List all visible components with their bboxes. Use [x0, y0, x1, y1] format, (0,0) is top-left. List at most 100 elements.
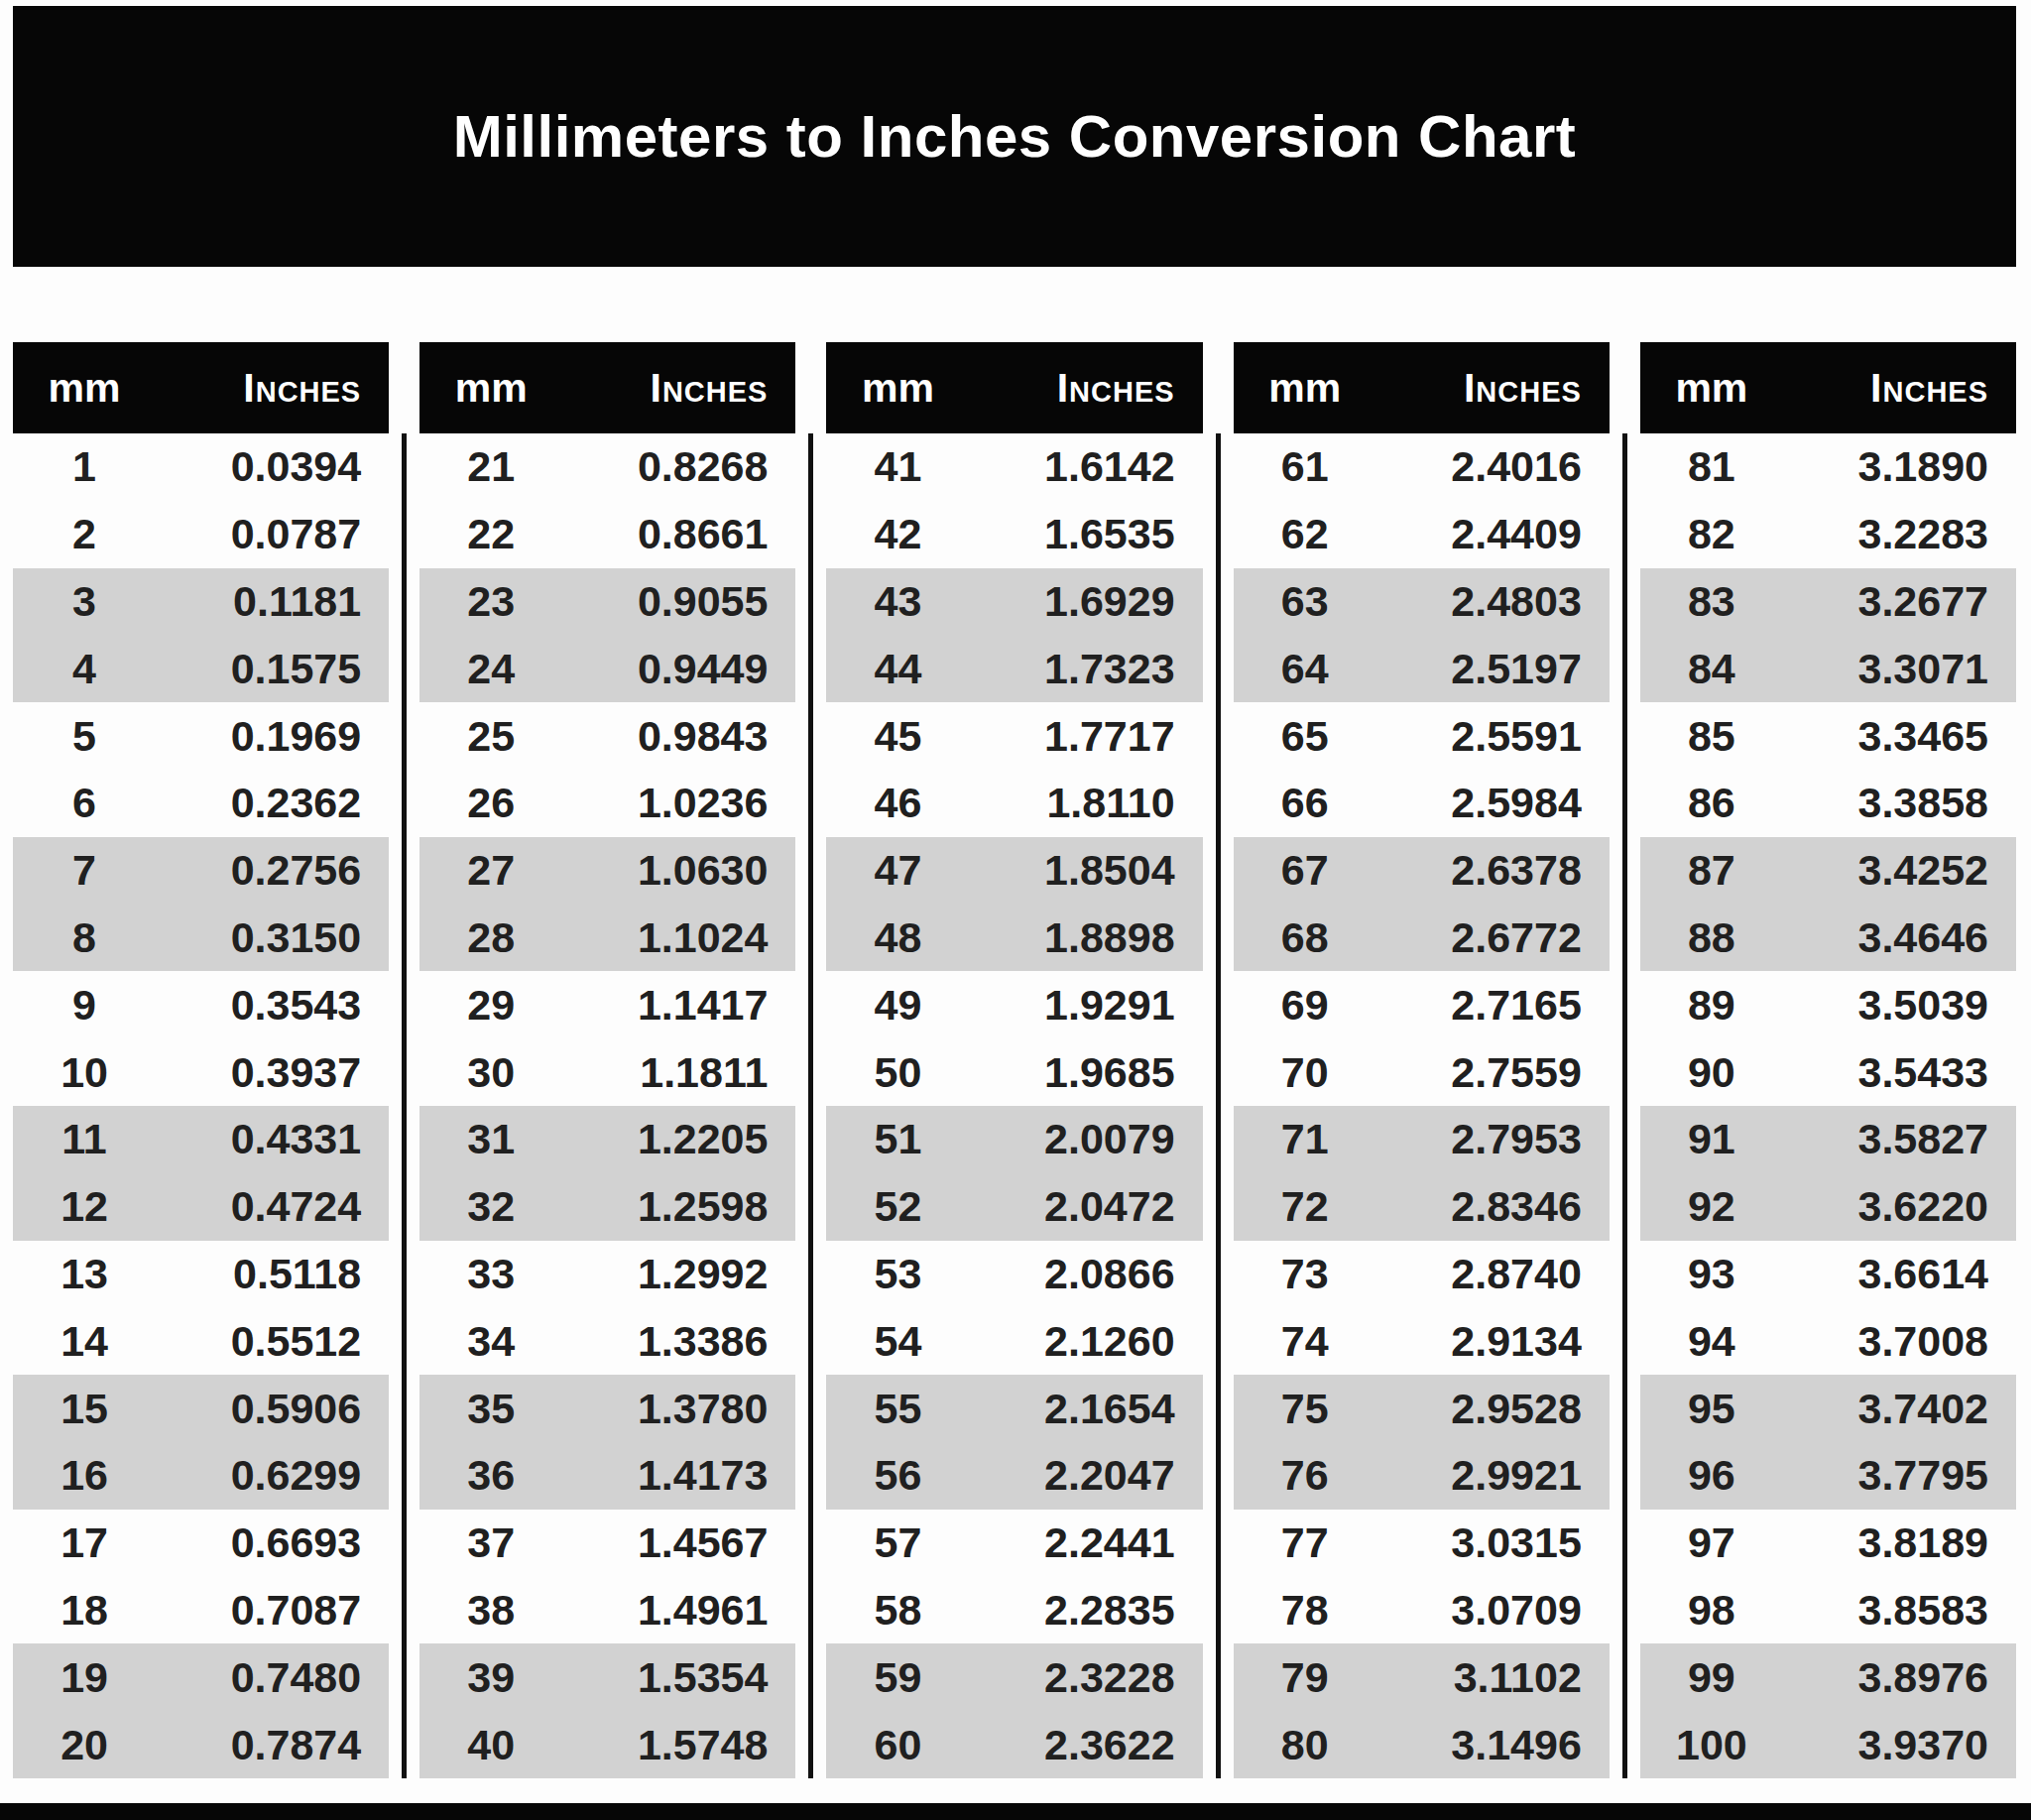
inches-cell: 2.5197 [1376, 645, 1610, 693]
table-row: 250.9843 [419, 702, 795, 770]
inches-cell: 0.3937 [156, 1048, 389, 1097]
table-row: 220.8661 [419, 501, 795, 568]
mm-cell: 32 [419, 1182, 562, 1231]
table-body: 612.4016622.4409632.4803642.5197652.5591… [1234, 433, 1610, 1778]
inches-cell: 2.6772 [1376, 913, 1610, 962]
mm-cell: 60 [826, 1721, 969, 1769]
table-row: 973.8189 [1640, 1510, 2016, 1577]
inches-cell: 1.4961 [562, 1586, 795, 1635]
mm-cell: 81 [1640, 442, 1783, 491]
mm-cell: 3 [13, 577, 156, 626]
mm-cell: 63 [1234, 577, 1376, 626]
mm-cell: 58 [826, 1586, 969, 1635]
table-row: 542.1260 [826, 1307, 1202, 1375]
table-row: 803.1496 [1234, 1711, 1610, 1778]
inches-cell: 0.9843 [562, 712, 795, 761]
mm-cell: 15 [13, 1385, 156, 1433]
mm-column-header: mm [826, 365, 969, 412]
table-row: 20.0787 [13, 501, 389, 568]
inches-cell: 0.4724 [156, 1182, 389, 1231]
mm-cell: 48 [826, 913, 969, 962]
mm-cell: 83 [1640, 577, 1783, 626]
mm-cell: 90 [1640, 1048, 1783, 1097]
mm-cell: 33 [419, 1250, 562, 1298]
table-header: mmInches [13, 342, 389, 433]
table-divider [1622, 433, 1627, 1778]
table-row: 853.3465 [1640, 702, 2016, 770]
mm-cell: 1 [13, 442, 156, 491]
mm-cell: 28 [419, 913, 562, 962]
inches-cell: 1.2598 [562, 1182, 795, 1231]
table-row: 512.0079 [826, 1106, 1202, 1173]
table-row: 783.0709 [1234, 1577, 1610, 1644]
table-row: 903.5433 [1640, 1038, 2016, 1106]
table-row: 522.0472 [826, 1173, 1202, 1241]
mm-cell: 88 [1640, 913, 1783, 962]
inches-cell: 2.6378 [1376, 846, 1610, 895]
mm-cell: 87 [1640, 846, 1783, 895]
mm-cell: 69 [1234, 981, 1376, 1030]
inches-cell: 2.1654 [970, 1385, 1203, 1433]
mm-cell: 38 [419, 1586, 562, 1635]
inches-cell: 1.2205 [562, 1115, 795, 1163]
table-row: 240.9449 [419, 635, 795, 702]
inches-cell: 2.7559 [1376, 1048, 1610, 1097]
table-row: 10.0394 [13, 433, 389, 501]
mm-cell: 27 [419, 846, 562, 895]
table-row: 612.4016 [1234, 433, 1610, 501]
inches-cell: 2.1260 [970, 1317, 1203, 1366]
mm-cell: 55 [826, 1385, 969, 1433]
mm-cell: 100 [1640, 1721, 1783, 1769]
mm-cell: 7 [13, 846, 156, 895]
mm-cell: 95 [1640, 1385, 1783, 1433]
mm-cell: 93 [1640, 1250, 1783, 1298]
table-row: 461.8110 [826, 770, 1202, 837]
mm-cell: 86 [1640, 779, 1783, 827]
table-row: 90.3543 [13, 971, 389, 1038]
inches-cell: 1.3780 [562, 1385, 795, 1433]
mm-cell: 12 [13, 1182, 156, 1231]
mm-cell: 82 [1640, 510, 1783, 558]
mm-cell: 45 [826, 712, 969, 761]
inches-cell: 0.3150 [156, 913, 389, 962]
mm-cell: 72 [1234, 1182, 1376, 1231]
mm-cell: 68 [1234, 913, 1376, 962]
table-row: 140.5512 [13, 1307, 389, 1375]
inches-cell: 3.8583 [1783, 1586, 2016, 1635]
table-row: 210.8268 [419, 433, 795, 501]
mm-cell: 61 [1234, 442, 1376, 491]
conversion-table-2: mmInches210.8268220.8661230.9055240.9449… [419, 342, 795, 1778]
mm-cell: 2 [13, 510, 156, 558]
mm-cell: 50 [826, 1048, 969, 1097]
inches-cell: 3.6614 [1783, 1250, 2016, 1298]
table-row: 833.2677 [1640, 568, 2016, 636]
inches-cell: 3.7795 [1783, 1451, 2016, 1500]
inches-cell: 2.2047 [970, 1451, 1203, 1500]
table-row: 913.5827 [1640, 1106, 2016, 1173]
mm-cell: 52 [826, 1182, 969, 1231]
inches-cell: 1.8898 [970, 913, 1203, 962]
table-row: 752.9528 [1234, 1375, 1610, 1442]
mm-cell: 20 [13, 1721, 156, 1769]
table-header: mmInches [826, 342, 1202, 433]
mm-cell: 89 [1640, 981, 1783, 1030]
table-row: 200.7874 [13, 1711, 389, 1778]
table-row: 50.1969 [13, 702, 389, 770]
mm-cell: 11 [13, 1115, 156, 1163]
table-row: 471.8504 [826, 837, 1202, 905]
mm-cell: 24 [419, 645, 562, 693]
table-row: 40.1575 [13, 635, 389, 702]
mm-cell: 35 [419, 1385, 562, 1433]
inches-cell: 1.9685 [970, 1048, 1203, 1097]
table-row: 562.2047 [826, 1442, 1202, 1510]
inches-cell: 2.7165 [1376, 981, 1610, 1030]
mm-cell: 13 [13, 1250, 156, 1298]
table-row: 381.4961 [419, 1577, 795, 1644]
table-divider [402, 433, 407, 1778]
mm-cell: 71 [1234, 1115, 1376, 1163]
inches-cell: 1.1024 [562, 913, 795, 962]
mm-cell: 40 [419, 1721, 562, 1769]
table-row: 130.5118 [13, 1241, 389, 1308]
table-row: 642.5197 [1234, 635, 1610, 702]
table-row: 983.8583 [1640, 1577, 2016, 1644]
